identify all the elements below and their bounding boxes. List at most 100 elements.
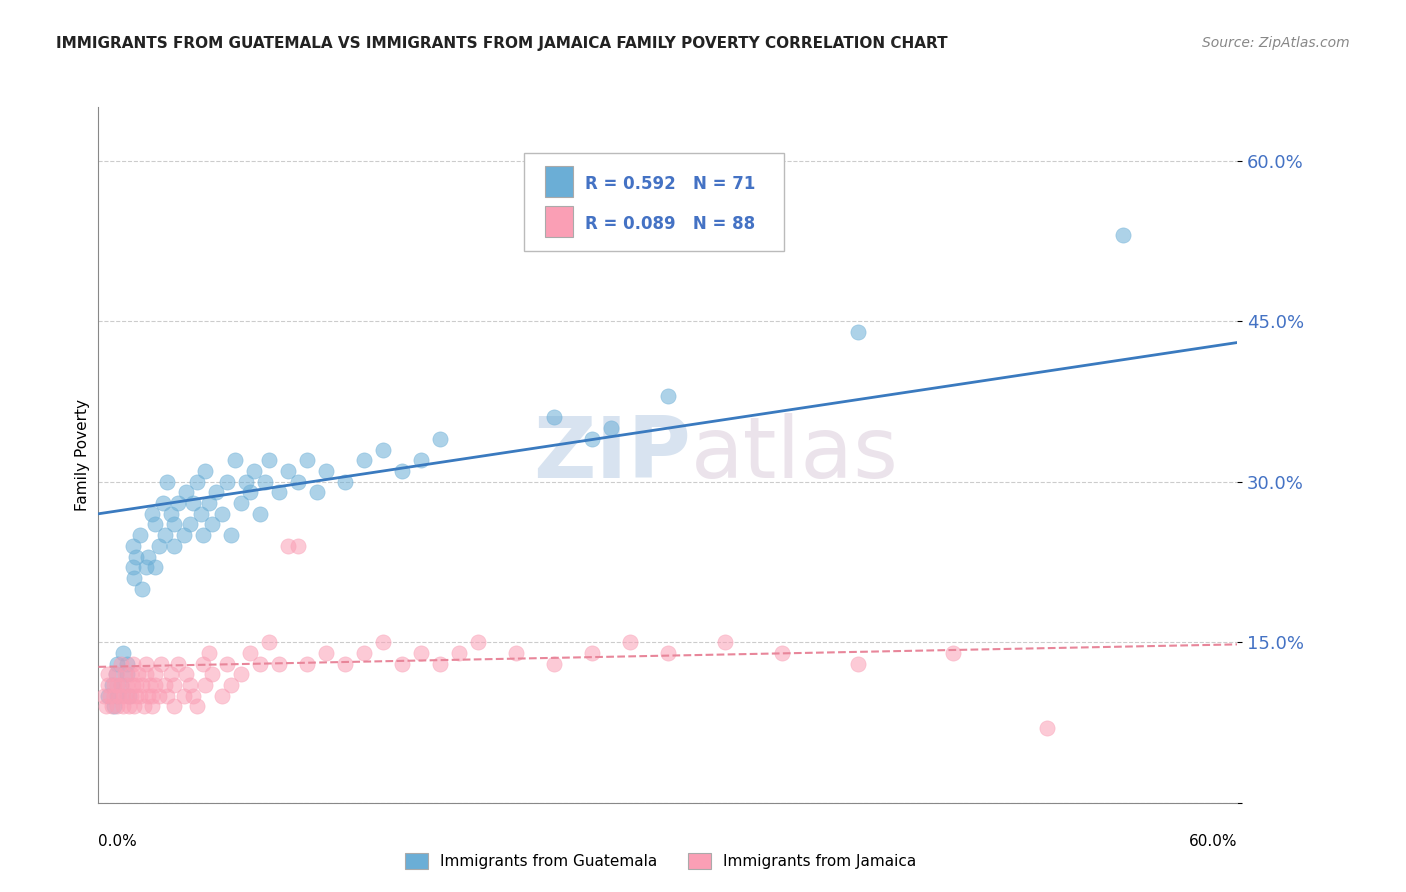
Point bbox=[103, 689, 125, 703]
Point bbox=[543, 657, 565, 671]
Point bbox=[197, 646, 219, 660]
Point bbox=[191, 528, 214, 542]
Point bbox=[107, 689, 129, 703]
Point bbox=[770, 646, 793, 660]
Y-axis label: Family Poverty: Family Poverty bbox=[75, 399, 90, 511]
Point bbox=[145, 667, 167, 681]
Point bbox=[108, 689, 131, 703]
Point bbox=[277, 464, 299, 478]
Point bbox=[115, 678, 138, 692]
Point bbox=[229, 667, 252, 681]
Point bbox=[112, 689, 135, 703]
Point bbox=[98, 689, 121, 703]
Point bbox=[600, 421, 623, 435]
Point bbox=[150, 657, 173, 671]
Point bbox=[449, 646, 471, 660]
Point bbox=[1036, 721, 1059, 735]
Point bbox=[194, 464, 217, 478]
Point bbox=[127, 667, 149, 681]
Point bbox=[163, 517, 186, 532]
Point bbox=[103, 699, 125, 714]
Point bbox=[97, 678, 120, 692]
Point bbox=[429, 432, 451, 446]
Point bbox=[411, 453, 433, 467]
Point bbox=[115, 689, 138, 703]
Point bbox=[163, 539, 186, 553]
Point bbox=[297, 453, 319, 467]
Point bbox=[174, 485, 197, 500]
Point bbox=[1112, 228, 1135, 243]
Point bbox=[114, 667, 136, 681]
Point bbox=[315, 464, 337, 478]
Point bbox=[118, 689, 141, 703]
Point bbox=[100, 699, 122, 714]
Point bbox=[179, 678, 201, 692]
Point bbox=[112, 646, 135, 660]
Point bbox=[148, 689, 170, 703]
Point bbox=[287, 539, 309, 553]
Point bbox=[129, 689, 152, 703]
Point bbox=[243, 464, 266, 478]
Point bbox=[103, 678, 125, 692]
Point bbox=[163, 678, 186, 692]
Point bbox=[145, 517, 167, 532]
Point bbox=[217, 657, 239, 671]
Point bbox=[239, 646, 262, 660]
Point bbox=[152, 496, 174, 510]
Point bbox=[148, 539, 170, 553]
Point bbox=[581, 432, 603, 446]
Point bbox=[131, 678, 153, 692]
Point bbox=[110, 657, 132, 671]
Point bbox=[505, 646, 527, 660]
Point bbox=[619, 635, 641, 649]
Point bbox=[167, 657, 190, 671]
Point bbox=[125, 549, 148, 564]
Point bbox=[186, 699, 208, 714]
Point bbox=[136, 549, 159, 564]
Point bbox=[259, 453, 281, 467]
Point bbox=[173, 689, 195, 703]
Point bbox=[121, 657, 143, 671]
Point bbox=[183, 689, 205, 703]
Point bbox=[259, 635, 281, 649]
Point bbox=[135, 667, 157, 681]
Point bbox=[429, 657, 451, 671]
Point bbox=[197, 496, 219, 510]
Point bbox=[411, 646, 433, 660]
Point bbox=[179, 517, 201, 532]
Point bbox=[315, 646, 337, 660]
Point bbox=[190, 507, 212, 521]
Text: atlas: atlas bbox=[690, 413, 898, 497]
Point bbox=[211, 507, 233, 521]
Point bbox=[121, 539, 143, 553]
Point bbox=[211, 689, 233, 703]
Point bbox=[371, 635, 394, 649]
Point bbox=[201, 517, 224, 532]
Point bbox=[107, 699, 129, 714]
Point bbox=[110, 678, 132, 692]
Point bbox=[153, 678, 176, 692]
Point bbox=[97, 667, 120, 681]
Point bbox=[141, 689, 163, 703]
Point bbox=[657, 389, 679, 403]
Point bbox=[194, 678, 217, 692]
Point bbox=[173, 528, 195, 542]
Point bbox=[371, 442, 394, 457]
Point bbox=[205, 485, 228, 500]
Point bbox=[129, 528, 152, 542]
Point bbox=[191, 657, 214, 671]
Point bbox=[145, 678, 167, 692]
Point bbox=[224, 453, 246, 467]
Point bbox=[136, 689, 159, 703]
Text: 0.0%: 0.0% bbox=[98, 834, 138, 849]
Point bbox=[239, 485, 262, 500]
Point bbox=[121, 678, 143, 692]
Point bbox=[159, 507, 181, 521]
Point bbox=[183, 496, 205, 510]
Point bbox=[112, 699, 135, 714]
Point bbox=[131, 582, 153, 596]
Point bbox=[201, 667, 224, 681]
Point bbox=[167, 496, 190, 510]
Point bbox=[125, 678, 148, 692]
Point bbox=[135, 657, 157, 671]
